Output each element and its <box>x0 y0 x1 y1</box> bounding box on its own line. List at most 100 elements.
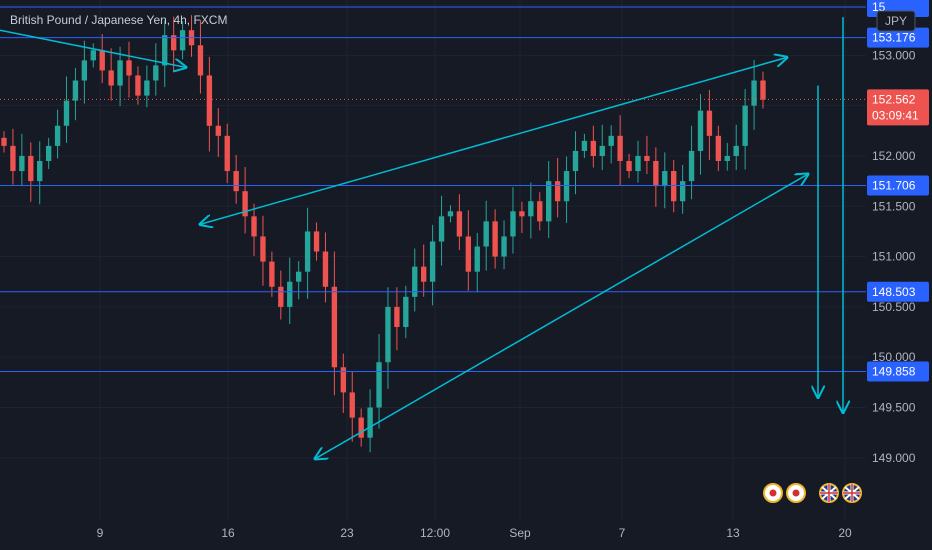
candle-body <box>483 221 489 247</box>
price-tick-label: 151.500 <box>872 199 916 213</box>
time-axis-labels: 9 16 23 12:00 Sep 7 13 20 <box>97 526 852 540</box>
candle-body <box>10 145 16 172</box>
candle-body <box>465 236 472 272</box>
candle-body <box>313 231 320 252</box>
candle-layer <box>1 15 766 453</box>
candle-body <box>599 145 605 156</box>
candle-body <box>81 60 88 81</box>
candle-body <box>751 80 757 106</box>
time-tick-label: 12:00 <box>420 526 450 540</box>
candle-body <box>144 80 150 96</box>
currency-badge[interactable]: JPY <box>876 10 916 32</box>
jp-event-icon[interactable] <box>763 483 783 503</box>
time-tick-label: 7 <box>619 526 626 540</box>
time-tick-label: 23 <box>340 526 354 540</box>
candle-body <box>519 211 525 217</box>
candle-body <box>179 30 186 51</box>
candle-body <box>492 221 498 257</box>
time-tick-label: 9 <box>97 526 104 540</box>
price-tick-label: 149.000 <box>872 451 916 465</box>
candle-body <box>45 145 52 161</box>
candle-body <box>153 65 159 81</box>
candle-body <box>429 241 436 282</box>
candle-body <box>117 60 123 86</box>
candle-body <box>706 110 713 136</box>
candle-body <box>37 160 43 182</box>
candle-body <box>644 155 650 161</box>
candle-body <box>572 150 579 172</box>
candle-body <box>215 125 221 136</box>
candle-body <box>331 286 338 368</box>
candle-body <box>206 75 213 126</box>
candle-body <box>608 135 614 146</box>
candle-body <box>99 50 105 71</box>
candle-body <box>590 140 597 156</box>
candle-body <box>421 266 427 282</box>
candle-body <box>385 306 391 363</box>
candle-body <box>170 35 177 51</box>
candle-body <box>671 171 677 202</box>
uk-event-icon[interactable] <box>819 483 839 503</box>
candle-body <box>742 105 748 146</box>
price-axis[interactable] <box>866 0 932 550</box>
candle-body <box>563 171 570 202</box>
candle-body <box>19 155 25 172</box>
level-price-tag[interactable] <box>867 361 929 382</box>
current-price-tag[interactable] <box>867 89 929 126</box>
candle-body <box>403 296 409 328</box>
price-tick-label: 150.500 <box>872 300 916 314</box>
candle-body <box>501 236 507 257</box>
candle-body <box>447 211 454 217</box>
candle-body <box>278 286 284 307</box>
lower-wedge-line[interactable] <box>315 174 808 459</box>
candle-body <box>394 306 400 328</box>
level-price-tag-label: 148.503 <box>872 285 916 299</box>
candle-body <box>358 417 364 438</box>
candle-body <box>510 211 516 237</box>
candle-body <box>322 251 329 287</box>
candle-body <box>349 392 355 418</box>
candle-body <box>528 201 534 217</box>
level-price-tag[interactable] <box>867 281 929 302</box>
candle-body <box>697 110 704 151</box>
countdown-label: 03:09:41 <box>872 108 919 122</box>
candle-body <box>537 201 543 222</box>
time-tick-label: 13 <box>726 526 740 540</box>
jp-event-icon[interactable] <box>786 483 806 503</box>
candle-body <box>733 145 739 156</box>
descending-arrow[interactable] <box>0 29 186 67</box>
candle-body <box>367 407 373 438</box>
candle-body <box>376 362 382 408</box>
event-icons[interactable] <box>763 483 862 503</box>
candle-body <box>715 135 722 161</box>
candle-body <box>224 135 230 172</box>
candle-body <box>688 150 695 182</box>
candle-body <box>617 135 623 161</box>
candle-body <box>126 60 132 76</box>
candle-body <box>28 155 34 182</box>
time-tick-label: 16 <box>221 526 235 540</box>
candle-body <box>197 45 204 76</box>
level-price-tag[interactable] <box>867 27 929 48</box>
candle-body <box>724 155 730 161</box>
level-price-tag[interactable] <box>867 175 929 196</box>
current-price-label: 152.562 <box>872 92 916 106</box>
symbol-title: British Pound / Japanese Yen, 4h, FXCM <box>10 13 227 27</box>
price-tick-label: 149.500 <box>872 401 916 415</box>
price-tick-label: 152.000 <box>872 149 916 163</box>
time-axis[interactable] <box>0 520 866 550</box>
candle-body <box>662 171 668 187</box>
candle-body <box>554 181 561 202</box>
candle-body <box>269 261 275 287</box>
candle-body <box>72 80 79 101</box>
candle-body <box>653 160 659 187</box>
upper-wedge-line[interactable] <box>200 57 787 224</box>
candle-body <box>679 181 686 202</box>
uk-event-icon[interactable] <box>842 483 862 503</box>
currency-badge-label: JPY <box>885 14 907 28</box>
candle-body <box>1 137 7 146</box>
level-price-tag-label: 151.706 <box>872 179 916 193</box>
candle-body <box>90 50 96 61</box>
